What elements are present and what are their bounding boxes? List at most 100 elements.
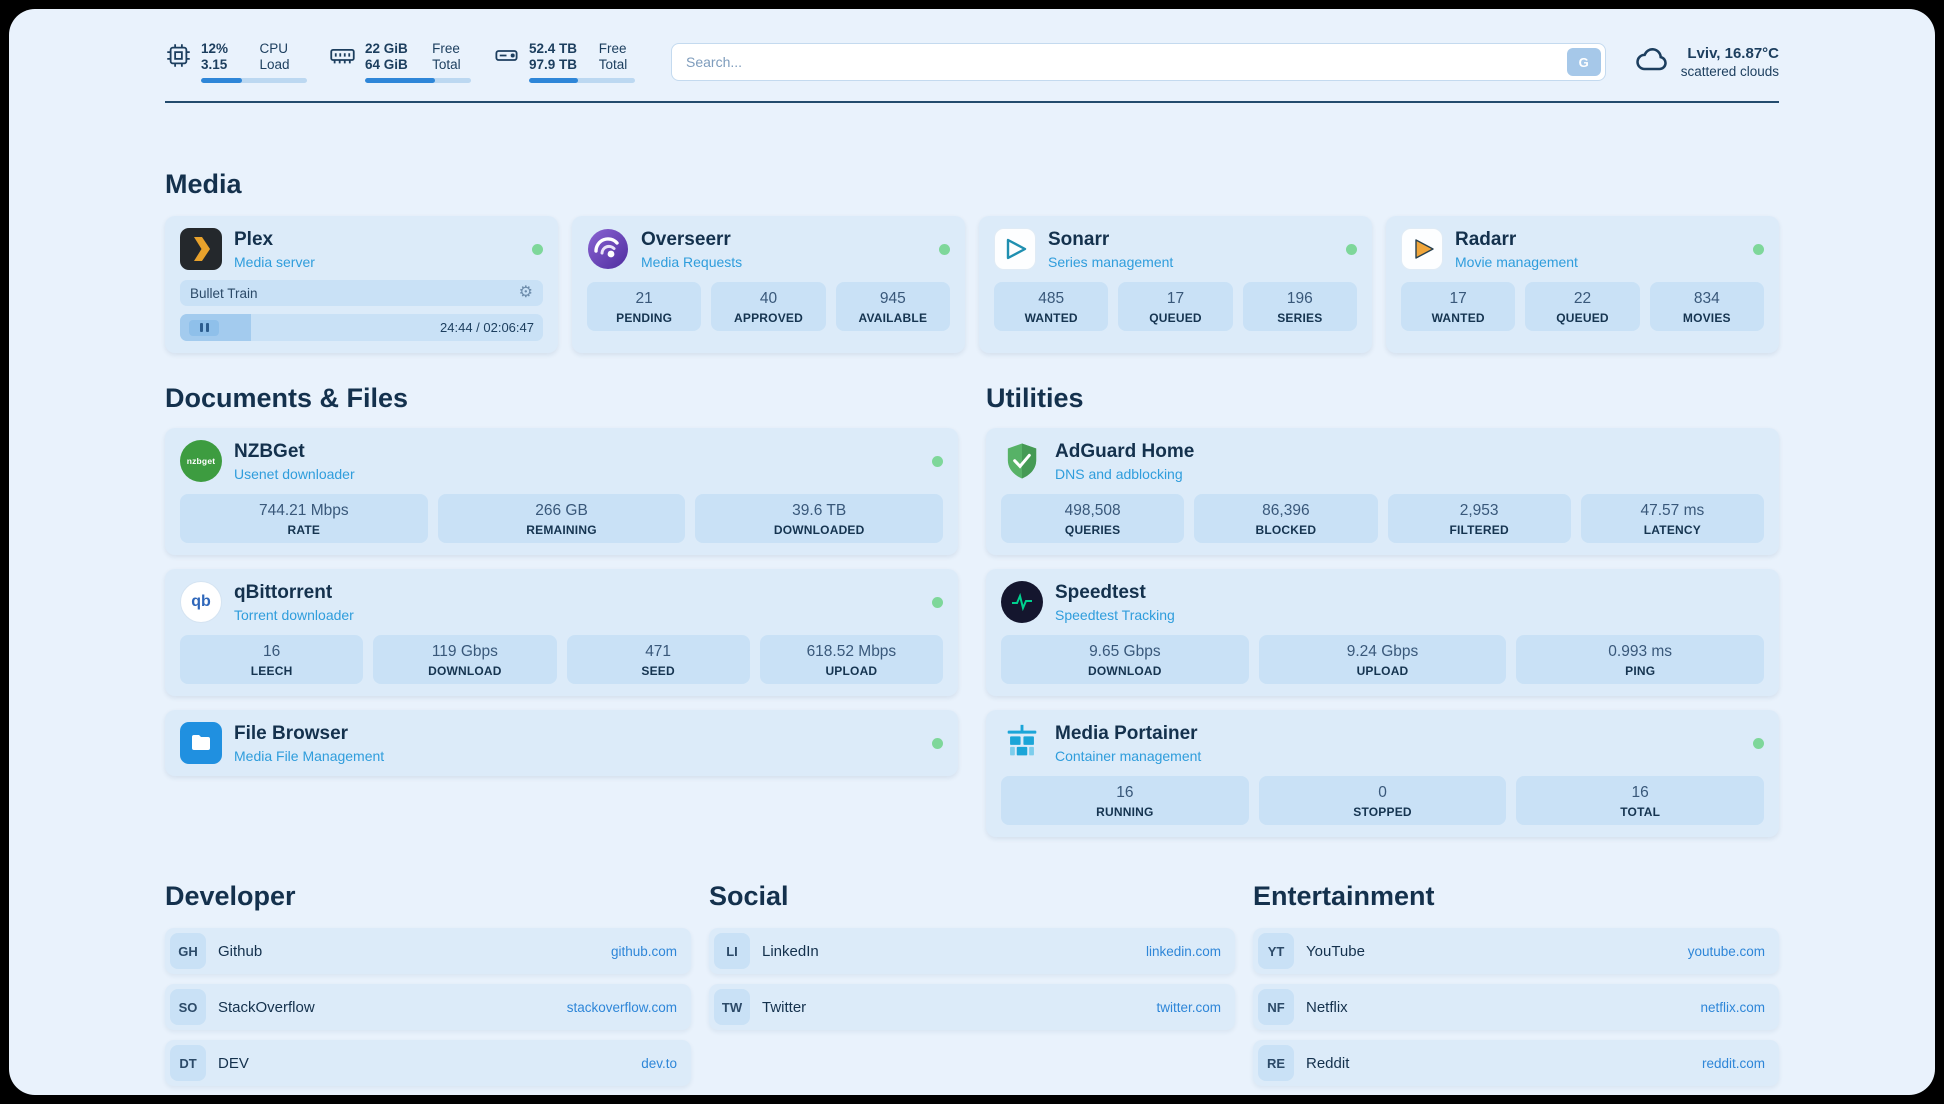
stat-download: 9.65 Gbps DOWNLOAD <box>1001 635 1249 684</box>
app-card-qbittorrent[interactable]: qb qBittorrent Torrent downloader 16 LEE… <box>165 569 958 696</box>
status-dot <box>1346 243 1357 255</box>
ram-progress-fill <box>365 78 435 83</box>
app-card-plex[interactable]: Plex Media server Bullet Train <box>165 216 558 353</box>
cpu-load-value: 3.15 <box>201 57 228 72</box>
bookmark-dev[interactable]: DT DEV dev.to <box>165 1040 691 1086</box>
bookmark-netflix[interactable]: NF Netflix netflix.com <box>1253 984 1779 1030</box>
section-title-utilities: Utilities <box>986 383 1084 413</box>
stat-value: 2,953 <box>1459 502 1499 519</box>
cpu-usage-label: CPU <box>259 41 288 56</box>
bookmark-twitter[interactable]: TW Twitter twitter.com <box>709 984 1235 1030</box>
ram-widget: 22 GiB Free 64 GiB Total <box>329 41 471 83</box>
app-subtitle: Media File Management <box>234 747 385 764</box>
search-engine-button[interactable]: G <box>1566 48 1601 76</box>
stat-label: REMAINING <box>526 523 597 537</box>
app-card-adguard[interactable]: AdGuard Home DNS and adblocking 498,508 … <box>986 428 1779 555</box>
stat-value: 40 <box>759 290 778 307</box>
disk-progress-fill <box>529 78 578 83</box>
portainer-icon <box>1001 722 1043 764</box>
bookmark-name: StackOverflow <box>218 998 315 1016</box>
stat-value: 9.65 Gbps <box>1089 643 1161 660</box>
section-title-documents: Documents & Files <box>165 383 409 413</box>
app-subtitle: Container management <box>1055 747 1202 764</box>
app-name: AdGuard Home <box>1055 440 1195 462</box>
adguard-header: AdGuard Home DNS and adblocking <box>1001 440 1764 482</box>
portainer-header: Media Portainer Container management <box>1001 722 1764 764</box>
disk-free-label: Free <box>598 41 627 56</box>
nzbget-header: nzbget NZBGet Usenet downloader <box>180 440 943 482</box>
speedtest-stats: 9.65 Gbps DOWNLOAD 9.24 Gbps UPLOAD 0.99… <box>1001 635 1765 684</box>
app-subtitle: Media Requests <box>641 253 743 270</box>
app-card-speedtest[interactable]: Speedtest Speedtest Tracking 9.65 Gbps D… <box>986 569 1779 696</box>
app-subtitle: DNS and adblocking <box>1055 465 1183 482</box>
stat-label: DOWNLOADED <box>773 523 865 537</box>
gear-icon[interactable] <box>519 285 533 301</box>
stat-ping: 0.993 ms PING <box>1516 635 1765 684</box>
linkedin-icon: LI <box>714 933 750 969</box>
disk-widget-values: 52.4 TB Free 97.9 TB Total <box>529 41 635 72</box>
dashboard-page: 12% CPU 3.15 Load <box>9 9 1935 1095</box>
pause-button[interactable] <box>189 319 219 336</box>
speedtest-names: Speedtest Speedtest Tracking <box>1055 582 1175 623</box>
stat-label: SERIES <box>1277 311 1323 325</box>
weather-condition: scattered clouds <box>1680 64 1779 79</box>
app-card-overseerr[interactable]: Overseerr Media Requests 21 PENDING 40 A… <box>572 216 965 353</box>
stat-value: 834 <box>1693 290 1720 307</box>
app-card-filebrowser[interactable]: File Browser Media File Management <box>165 710 958 776</box>
stat-wanted: 485 WANTED <box>994 282 1109 331</box>
bookmark-url: netflix.com <box>1700 999 1765 1015</box>
app-card-nzbget[interactable]: nzbget NZBGet Usenet downloader 744.21 M… <box>165 428 958 555</box>
bookmark-github[interactable]: GH Github github.com <box>165 928 691 974</box>
disk-icon <box>493 42 520 74</box>
stat-queued: 17 QUEUED <box>1118 282 1233 331</box>
plex-names: Plex Media server <box>234 229 315 270</box>
ram-total-value: 64 GiB <box>365 57 408 72</box>
search-input[interactable] <box>671 43 1606 81</box>
qbittorrent-icon: qb <box>180 581 222 623</box>
adguard-stats: 498,508 QUERIES 86,396 BLOCKED 2,953 FIL… <box>1001 494 1764 543</box>
stat-label: FILTERED <box>1449 523 1509 537</box>
stat-value: 498,508 <box>1064 502 1121 519</box>
ram-free-value: 22 GiB <box>365 41 408 56</box>
stat-value: 945 <box>879 290 906 307</box>
app-name: File Browser <box>234 722 349 744</box>
stat-label: PING <box>1625 664 1656 678</box>
app-card-portainer[interactable]: Media Portainer Container management 16 … <box>986 710 1779 837</box>
section-title-developer: Developer <box>165 881 296 911</box>
stat-upload: 618.52 Mbps UPLOAD <box>759 635 943 684</box>
bookmark-name: Github <box>218 942 263 960</box>
reddit-icon: RE <box>1258 1045 1294 1081</box>
ram-widget-values: 22 GiB Free 64 GiB Total <box>365 41 471 72</box>
cpu-usage-value: 12% <box>201 41 229 56</box>
status-dot <box>1753 243 1764 255</box>
bookmark-name: Netflix <box>1306 998 1348 1016</box>
app-name: Sonarr <box>1048 228 1110 250</box>
stat-value: 0.993 ms <box>1608 643 1673 660</box>
stat-label: LEECH <box>250 664 293 678</box>
stat-value: 16 <box>263 643 281 660</box>
status-dot <box>932 455 943 467</box>
app-card-radarr[interactable]: Radarr Movie management 17 WANTED 22 QUE… <box>1386 216 1779 353</box>
section-title-media: Media <box>165 169 242 199</box>
bookmark-reddit[interactable]: RE Reddit reddit.com <box>1253 1040 1779 1086</box>
bookmark-linkedin[interactable]: LI LinkedIn linkedin.com <box>709 928 1235 974</box>
github-icon: GH <box>170 933 206 969</box>
stat-movies: 834 MOVIES <box>1649 282 1764 331</box>
radarr-header: Radarr Movie management <box>1401 228 1764 270</box>
stat-stopped: 0 STOPPED <box>1258 776 1507 825</box>
bookmark-name: YouTube <box>1306 942 1365 960</box>
app-card-sonarr[interactable]: Sonarr Series management 485 WANTED 17 Q… <box>979 216 1372 353</box>
app-name: Media Portainer <box>1055 722 1198 744</box>
stat-value: 485 <box>1038 290 1065 307</box>
stat-label: LATENCY <box>1643 523 1701 537</box>
bookmark-youtube[interactable]: YT YouTube youtube.com <box>1253 928 1779 974</box>
stat-label: MOVIES <box>1682 311 1731 325</box>
radarr-names: Radarr Movie management <box>1455 229 1578 270</box>
qbittorrent-names: qBittorrent Torrent downloader <box>234 582 354 623</box>
cpu-widget-values: 12% CPU 3.15 Load <box>201 41 307 72</box>
section-title-entertainment: Entertainment <box>1253 881 1435 911</box>
app-subtitle: Usenet downloader <box>234 465 355 482</box>
playback-progress-bar[interactable]: 24:44 / 02:06:47 <box>180 314 543 341</box>
stat-upload: 9.24 Gbps UPLOAD <box>1258 635 1507 684</box>
bookmark-stackoverflow[interactable]: SO StackOverflow stackoverflow.com <box>165 984 691 1030</box>
